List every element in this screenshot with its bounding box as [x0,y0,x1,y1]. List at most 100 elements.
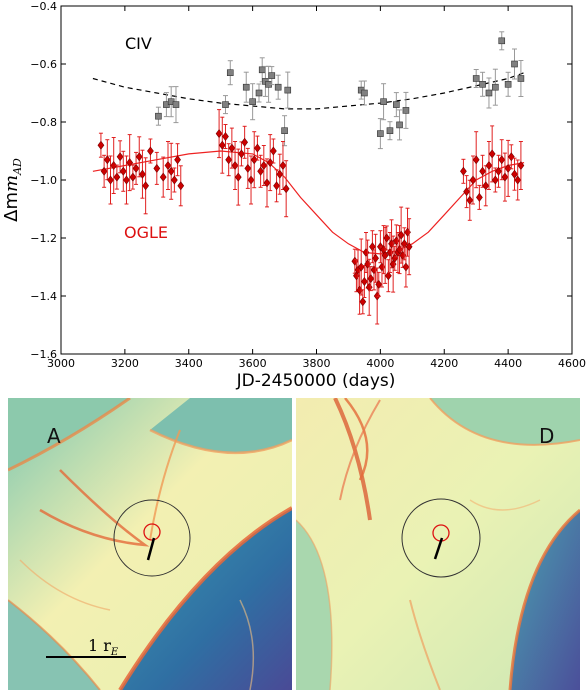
ogle-point [177,181,185,191]
ogle-point [514,175,522,185]
ogle-point [228,143,236,153]
ogle-point [247,175,255,185]
ogle-point [142,181,150,191]
x-tick-label: 3400 [175,357,203,370]
ogle-point [222,132,229,141]
ogle-point [273,181,280,191]
ogle-point [132,163,140,173]
ogle-point [476,192,483,202]
ogle-point [383,233,391,243]
ogle-point [110,161,118,170]
ogle-point [501,172,509,182]
ogle-point [244,163,252,173]
ogle-point [507,152,515,162]
civ-point [479,81,486,88]
civ-point [504,81,512,88]
ogle-point [488,149,496,159]
ogle-point [139,169,146,179]
ogle-point [113,172,121,182]
ogle-point [460,166,467,176]
source-track [433,537,444,560]
civ-point [258,66,266,74]
ogle-point [472,155,480,165]
panel-label-d: D [539,424,554,448]
civ-point [281,127,288,134]
y-axis-title: ΔmmAD [1,158,24,222]
civ-point [511,60,518,68]
ogle-point [378,262,386,272]
civ-fit-curve [92,72,525,110]
civ-point [393,101,400,108]
ogle-point [153,163,161,173]
civ-point [361,89,368,97]
civ-point [268,72,276,79]
x-tick-label: 3600 [239,357,267,370]
civ-point [380,98,387,105]
ogle-point [282,184,290,194]
civ-point [172,101,180,108]
ogle-point [167,166,175,176]
x-tick-label: 3800 [303,357,331,370]
ogle-point [491,175,499,185]
x-tick-label: 4200 [430,357,458,370]
ogle-point [257,166,264,176]
civ-point [242,83,250,91]
ogle-point [103,155,111,165]
ogle-point [231,161,239,170]
ogle-point [365,282,373,292]
ogle-point [466,195,474,205]
y-tick-label: −1.0 [30,174,57,187]
ogle-point [129,172,137,182]
y-tick-label: −0.8 [30,116,57,129]
civ-point [396,121,403,129]
civ-point [255,89,263,97]
y-tick-label: −0.4 [30,0,57,13]
civ-point [226,69,234,76]
ogle-point [504,163,512,173]
ogle-point [215,129,223,139]
civ-point [485,89,493,97]
ogle-point [359,297,367,307]
ogle-point [266,158,274,168]
civ-point [284,86,292,94]
ogle-point [238,149,245,159]
einstein-ring-circle [401,498,481,578]
ogle-point [270,146,277,156]
ogle-point [372,253,379,263]
ogle-point [164,161,172,170]
ogle-point [250,155,258,165]
civ-point [402,107,410,114]
ogle-point [119,166,127,176]
ogle-point [405,242,413,252]
panel-label-a: A [47,424,61,448]
ogle-point [384,271,392,281]
ogle-point [369,242,376,252]
ogle-point [404,227,411,237]
ogle-point [402,262,410,272]
x-tick-label: 4600 [558,357,586,370]
ogle-point [159,172,167,182]
x-axis-title: JD-2450000 (days) [236,371,396,391]
x-tick-label: 4000 [366,357,394,370]
civ-point [492,83,499,91]
ogle-point [400,239,408,249]
panel-d [296,398,580,690]
ogle-point [107,175,114,185]
x-tick-label: 3200 [111,357,139,370]
ogle-point [469,175,477,185]
ogle-point [126,158,134,168]
ogle-point [147,146,154,156]
y-tick-label: −1.4 [30,290,57,303]
source-circle [143,523,161,541]
ogle-point [351,256,359,266]
ogle-point [279,161,287,170]
y-tick-label: −0.6 [30,58,57,71]
ogle-point [225,155,233,165]
ogle-point [479,166,486,176]
y-tick-label: −1.6 [30,348,57,361]
axis-ticks: 3000 3200 3400 3600 3800 4000 4200 4400 4600 −0.4… [30,0,586,370]
ogle-point [495,166,502,176]
ogle-point [361,277,368,286]
civ-series-label: CIV [125,34,152,53]
